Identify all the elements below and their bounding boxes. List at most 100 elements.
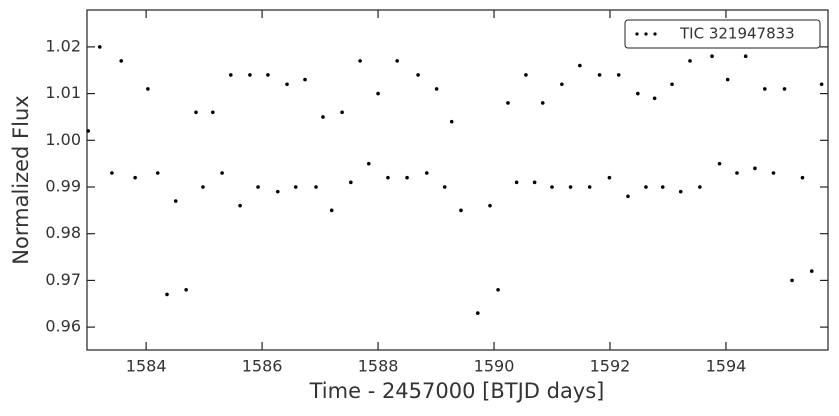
data-point xyxy=(710,54,714,59)
data-point xyxy=(532,180,537,185)
data-point xyxy=(550,185,554,189)
data-point xyxy=(514,180,519,185)
data-point xyxy=(424,171,429,175)
data-point xyxy=(753,166,757,171)
data-point xyxy=(607,175,612,180)
y-axis-label: Normalized Flux xyxy=(9,95,33,264)
legend-marker xyxy=(653,32,657,36)
y-tick-label: 1.00 xyxy=(45,130,81,149)
data-point xyxy=(97,45,102,49)
data-point xyxy=(349,180,353,185)
data-point xyxy=(506,101,510,105)
data-point xyxy=(496,287,500,292)
x-tick-label: 1590 xyxy=(474,357,515,376)
data-point xyxy=(735,171,739,175)
data-point xyxy=(819,82,824,87)
data-point xyxy=(155,171,160,175)
data-point xyxy=(488,203,492,208)
data-point xyxy=(266,73,270,77)
legend: TIC 321947833 xyxy=(624,19,821,49)
data-point xyxy=(228,73,233,77)
data-point xyxy=(636,91,640,96)
data-point xyxy=(782,87,787,91)
x-axis-label: Time - 2457000 [BTJD days] xyxy=(309,379,605,403)
data-point xyxy=(743,54,748,59)
data-point xyxy=(688,59,692,63)
legend-marker xyxy=(635,32,639,36)
x-tick-label: 1588 xyxy=(358,357,399,376)
plot-frame xyxy=(86,9,829,351)
data-point xyxy=(644,185,648,189)
data-point xyxy=(568,185,573,189)
data-point xyxy=(238,203,242,208)
y-tick-label: 1.02 xyxy=(45,36,81,55)
data-point xyxy=(194,110,198,115)
data-point xyxy=(173,199,178,203)
data-point xyxy=(395,59,399,63)
data-point xyxy=(560,82,564,87)
data-point xyxy=(652,96,657,101)
data-point xyxy=(314,185,318,189)
data-point xyxy=(626,194,630,199)
data-point xyxy=(771,171,776,175)
data-point xyxy=(459,208,463,213)
data-point xyxy=(670,82,674,87)
legend-marker xyxy=(644,32,648,36)
x-tick-label: 1584 xyxy=(126,357,167,376)
data-point xyxy=(293,185,298,189)
data-point xyxy=(303,77,307,82)
data-point xyxy=(678,189,683,194)
data-point xyxy=(717,161,722,166)
data-point xyxy=(660,185,665,189)
data-point xyxy=(220,171,224,175)
data-point xyxy=(285,82,289,87)
data-point xyxy=(211,110,215,115)
data-point xyxy=(698,185,702,189)
data-point xyxy=(578,63,582,68)
y-tick-label: 0.96 xyxy=(45,317,81,336)
data-point xyxy=(725,77,730,82)
data-point xyxy=(340,110,344,115)
data-point xyxy=(475,311,480,315)
data-point xyxy=(248,73,252,77)
y-tick-label: 0.97 xyxy=(45,270,81,289)
data-point xyxy=(146,87,150,91)
x-tick-label: 1586 xyxy=(242,357,283,376)
data-point xyxy=(133,175,137,180)
data-point xyxy=(358,59,362,63)
data-point xyxy=(616,73,621,77)
data-point xyxy=(366,161,371,166)
x-tick-label: 1592 xyxy=(590,357,631,376)
legend-box xyxy=(624,19,821,49)
y-tick-label: 0.99 xyxy=(45,177,81,196)
data-point xyxy=(110,171,114,175)
data-point xyxy=(763,87,767,91)
data-point xyxy=(386,175,390,180)
data-point xyxy=(405,175,409,180)
data-point xyxy=(184,287,188,292)
data-point xyxy=(809,269,814,273)
data-point xyxy=(587,185,592,189)
data-point xyxy=(449,119,454,124)
data-point xyxy=(442,185,447,189)
legend-label: TIC 321947833 xyxy=(679,25,795,43)
data-point xyxy=(597,73,602,77)
y-tick-label: 0.98 xyxy=(45,223,81,242)
data-point xyxy=(434,87,439,91)
data-point xyxy=(540,101,545,105)
data-point xyxy=(376,91,380,96)
data-point xyxy=(256,185,260,189)
data-point xyxy=(800,175,805,180)
data-point xyxy=(201,185,205,189)
data-point xyxy=(165,292,169,297)
data-point xyxy=(524,73,528,77)
data-point xyxy=(321,115,325,119)
y-tick-label: 1.01 xyxy=(45,83,81,102)
data-point xyxy=(119,59,124,63)
x-tick-label: 1594 xyxy=(706,357,747,376)
data-point xyxy=(329,208,334,213)
data-point xyxy=(416,73,420,77)
data-point xyxy=(275,189,280,194)
data-point xyxy=(86,129,90,133)
